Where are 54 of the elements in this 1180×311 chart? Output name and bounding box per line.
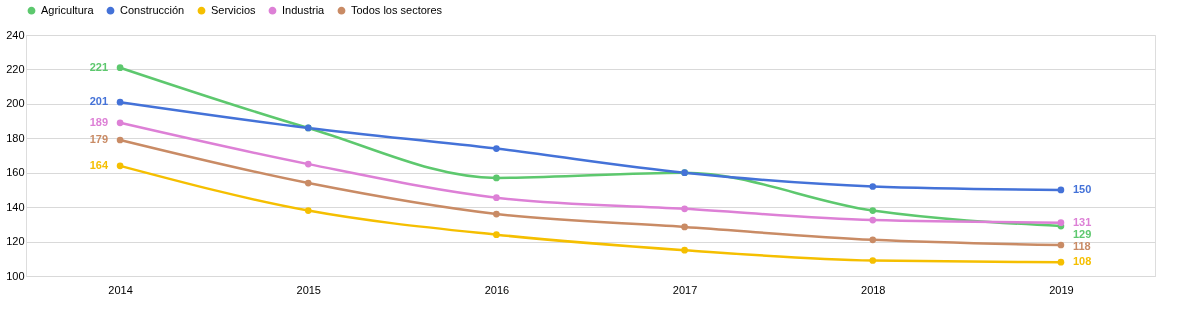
point <box>1057 186 1065 194</box>
x-tick-label: 2019 <box>1049 283 1074 296</box>
point <box>116 98 124 106</box>
y-tick-label: 140 <box>6 200 25 213</box>
point <box>493 145 500 152</box>
point <box>493 174 500 182</box>
data-label: 201 <box>89 95 109 108</box>
data-label: 108 <box>1072 255 1092 268</box>
point <box>116 119 124 127</box>
legend-label: Agricultura <box>41 3 95 16</box>
point <box>869 236 877 244</box>
point <box>116 136 124 144</box>
point <box>869 183 877 190</box>
data-label: 118 <box>1072 239 1091 252</box>
point <box>681 223 688 231</box>
data-label: 179 <box>89 133 109 146</box>
point <box>304 160 312 168</box>
point <box>1057 219 1065 226</box>
point <box>304 179 312 187</box>
point <box>116 64 124 72</box>
point <box>1057 241 1065 249</box>
data-label: 189 <box>89 115 109 128</box>
data-label: 221 <box>89 60 109 73</box>
point <box>1057 258 1065 266</box>
point <box>493 194 500 202</box>
y-tick-label: 240 <box>6 28 25 41</box>
point <box>493 231 500 239</box>
point <box>869 257 877 264</box>
data-label: 164 <box>89 158 109 171</box>
legend-label: Todos los sectores <box>351 3 443 16</box>
x-tick-label: 2015 <box>296 283 321 296</box>
point <box>869 216 877 224</box>
legend-label: Servicios <box>211 3 257 16</box>
y-tick-label: 200 <box>6 97 25 110</box>
point <box>869 207 877 214</box>
x-tick-label: 2014 <box>108 283 133 296</box>
y-tick-label: 180 <box>6 131 25 144</box>
y-tick-label: 160 <box>6 166 25 179</box>
legend-label: Industria <box>282 3 326 16</box>
point <box>304 207 312 214</box>
y-tick-label: 220 <box>6 62 25 75</box>
point <box>493 210 500 218</box>
y-tick-label: 100 <box>6 269 25 282</box>
point <box>681 246 688 254</box>
data-label: 129 <box>1072 228 1092 241</box>
x-tick-label: 2017 <box>672 283 698 296</box>
data-label: 150 <box>1072 182 1092 195</box>
y-tick-label: 120 <box>6 235 25 248</box>
point <box>116 162 124 170</box>
data-label: 131 <box>1072 215 1092 228</box>
legend-label: Construcción <box>120 3 185 16</box>
x-tick-label: 2016 <box>484 283 510 296</box>
x-tick-label: 2018 <box>861 283 886 296</box>
point <box>681 205 688 213</box>
